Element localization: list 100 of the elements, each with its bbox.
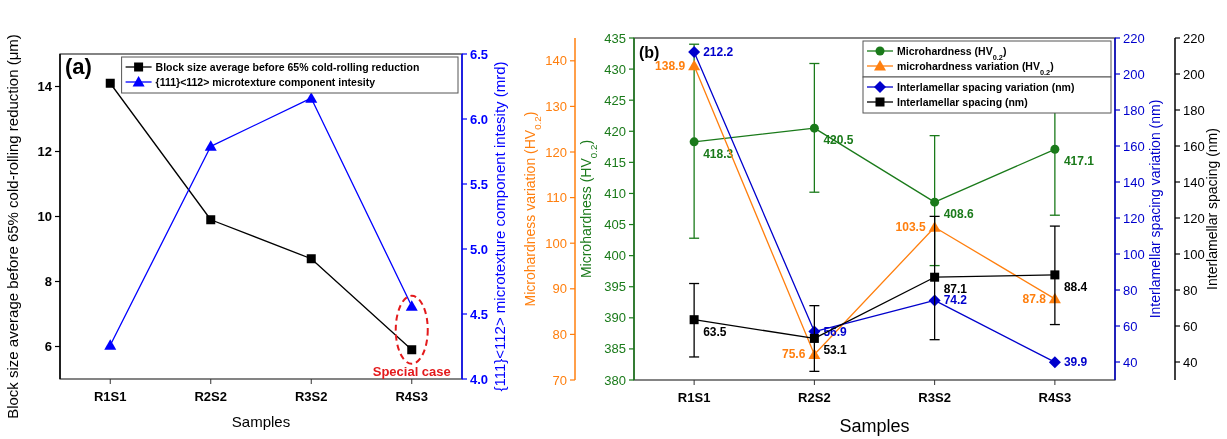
y-tick-label: 425 [604, 92, 626, 108]
y2-tick-label: 90 [552, 281, 567, 297]
y2-tick-label: 180 [1183, 102, 1205, 118]
y-tick-label: 14 [37, 79, 53, 94]
point [689, 137, 699, 147]
annotation: Special case [372, 363, 451, 379]
y-tick-label: 100 [1123, 246, 1145, 262]
data-label: 88.4 [1063, 279, 1088, 294]
point [104, 339, 117, 350]
y2-axis-title: Interlamellar spacing (nm) [1204, 128, 1220, 290]
y2-tick-label: 200 [1183, 66, 1205, 82]
legend-label: Block size average before 65% cold-rolling reduction [155, 61, 420, 73]
y2-tick-label: 6.5 [470, 46, 489, 62]
data-label: 408.6 [943, 207, 974, 222]
x-tick-label: R2S2 [798, 390, 831, 405]
y2-tick-label: 130 [545, 98, 567, 114]
legend-label: {111}<112> microtexture component intesity [155, 76, 376, 88]
data-label: 74.2 [943, 293, 968, 308]
x-tick-label: R3S2 [918, 390, 951, 405]
y-axis-title: Block size average before 65% cold-rolling reduction (μm) [4, 34, 21, 419]
x-tick-label: R1S1 [677, 390, 711, 405]
y2-tick-label: 80 [1183, 282, 1198, 298]
point [809, 123, 819, 133]
y2-tick-label: 80 [552, 326, 567, 342]
y2-tick-label: 5.0 [470, 241, 489, 257]
point [1050, 144, 1060, 154]
y2-tick-label: 140 [1183, 174, 1205, 190]
y-tick-label: 220 [1123, 30, 1145, 46]
point [930, 197, 940, 207]
y2-tick-label: 70 [552, 372, 567, 388]
y2-tick-label: 100 [545, 235, 567, 251]
y-tick-label: 120 [1123, 210, 1145, 226]
y-tick-label: 60 [1123, 318, 1138, 334]
x-axis-title: Samples [231, 413, 291, 430]
point [1050, 270, 1060, 280]
y2-tick-label: 220 [1183, 30, 1205, 46]
y2-tick-label: 4.5 [470, 306, 489, 322]
y-tick-label: 405 [604, 217, 626, 233]
y-tick-label: 12 [37, 144, 52, 159]
data-label: 103.5 [895, 220, 926, 235]
x-tick-label: R2S2 [194, 389, 228, 404]
y-tick-label: 8 [44, 274, 52, 289]
data-label: 87.8 [1022, 291, 1047, 306]
y2-tick-label: 40 [1183, 354, 1198, 370]
y-tick-label: 415 [604, 154, 626, 170]
y-tick-label: 40 [1123, 354, 1138, 370]
y2-tick-label: 160 [1183, 138, 1205, 154]
point [809, 333, 819, 343]
x-tick-label: R4S3 [395, 389, 429, 404]
y2-tick-label: 120 [1183, 210, 1205, 226]
data-label: 212.2 [703, 45, 734, 60]
point [305, 92, 318, 103]
point [688, 46, 701, 59]
y-tick-label: 180 [1123, 102, 1145, 118]
annotation: (a) [65, 54, 92, 79]
point [689, 315, 699, 325]
y-tick-label: 390 [604, 310, 626, 326]
y2-tick-label: 140 [545, 53, 567, 69]
point [206, 215, 216, 225]
x-tick-label: R4S3 [1038, 390, 1072, 405]
annotation: (b) [639, 44, 660, 61]
point [688, 59, 701, 71]
x-tick-label: R3S2 [294, 389, 328, 404]
data-label: 39.9 [1063, 355, 1088, 370]
y-tick-label: 80 [1123, 282, 1138, 298]
y-tick-label: 395 [604, 279, 626, 295]
y-tick-label: 385 [604, 341, 626, 357]
data-label: 63.5 [703, 324, 727, 339]
point [105, 78, 115, 88]
y-tick-label: 435 [604, 30, 626, 46]
x-tick-label: R1S1 [93, 389, 127, 404]
y2-tick-label: 6.0 [470, 111, 489, 127]
y-tick-label: 6 [44, 339, 52, 354]
y-tick-label: 160 [1123, 138, 1145, 154]
y2-tick-label: 100 [1183, 246, 1205, 262]
legend-label: Interlamellar spacing (nm) [897, 96, 1028, 108]
y-tick-label: 420 [604, 123, 626, 139]
data-label: 75.6 [782, 347, 806, 362]
point [405, 300, 418, 311]
point [204, 140, 217, 151]
y-tick-label: 380 [604, 372, 626, 388]
y2-axis-title: {111}<112> microtexture component intesity (mrd) [491, 61, 508, 392]
y-tick-label: 430 [604, 61, 626, 77]
y2-tick-label: 110 [546, 190, 567, 206]
y-tick-label: 410 [604, 185, 626, 201]
point [306, 254, 316, 264]
data-label: 417.1 [1063, 154, 1095, 169]
legend-label: Microhardness (HV$_{0.2}$) [897, 45, 1007, 62]
y-tick-label: 200 [1123, 66, 1145, 82]
y2-tick-label: 5.5 [470, 176, 489, 192]
point [930, 272, 940, 282]
legend-label: microhardness variation (HV$_{0.2}$) [897, 60, 1054, 77]
y-tick-label: 10 [37, 209, 52, 224]
legend-label: Interlamellar spacing variation (nm) [897, 81, 1075, 93]
point [407, 345, 417, 355]
data-label: 53.1 [823, 343, 848, 358]
y-tick-label: 400 [604, 248, 626, 264]
point [1048, 356, 1061, 369]
y2-tick-label: 4.0 [470, 371, 489, 387]
y-tick-label: 140 [1123, 174, 1145, 190]
